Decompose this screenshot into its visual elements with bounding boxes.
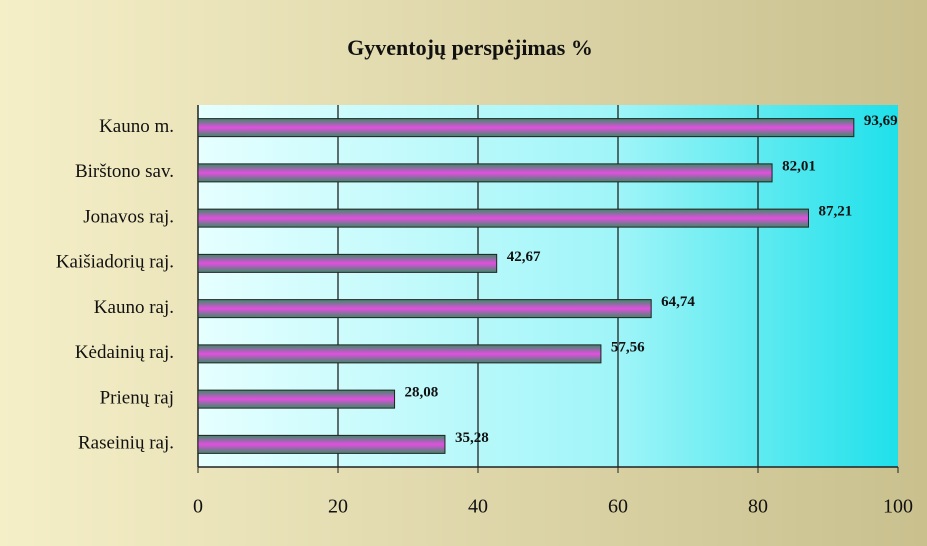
chart-title: Gyventojų perspėjimas % [347, 35, 593, 60]
value-label: 28,08 [405, 385, 439, 401]
y-tick-label: Raseinių raj. [78, 433, 174, 454]
bar [197, 253, 498, 273]
x-tick-label: 40 [468, 496, 488, 518]
y-tick-label: Kauno m. [99, 116, 174, 137]
bar [197, 208, 809, 228]
bar [197, 389, 396, 409]
y-tick-label: Kauno raj. [94, 297, 174, 318]
y-tick-label: Birštono sav. [75, 161, 174, 182]
value-label: 87,21 [818, 204, 852, 220]
value-label: 42,67 [507, 249, 541, 265]
bar [197, 344, 602, 364]
x-tick-label: 80 [748, 496, 768, 518]
bar [197, 118, 855, 138]
value-label: 93,69 [864, 113, 898, 129]
bar [197, 434, 446, 454]
x-tick-label: 20 [328, 496, 348, 518]
value-label: 64,74 [661, 294, 695, 310]
value-label: 82,01 [782, 158, 816, 174]
value-label: 35,28 [455, 430, 489, 446]
y-tick-label: Kaišiadorių raj. [56, 252, 174, 273]
value-label: 57,56 [611, 339, 645, 355]
bar [197, 163, 773, 183]
bar [197, 299, 652, 319]
x-tick-label: 0 [193, 496, 203, 518]
x-tick-label: 60 [608, 496, 628, 518]
y-tick-label: Kėdainių raj. [75, 342, 174, 363]
y-tick-label: Prienų raj [100, 387, 174, 408]
y-tick-label: Jonavos raj. [83, 206, 174, 227]
x-tick-label: 100 [883, 496, 913, 518]
